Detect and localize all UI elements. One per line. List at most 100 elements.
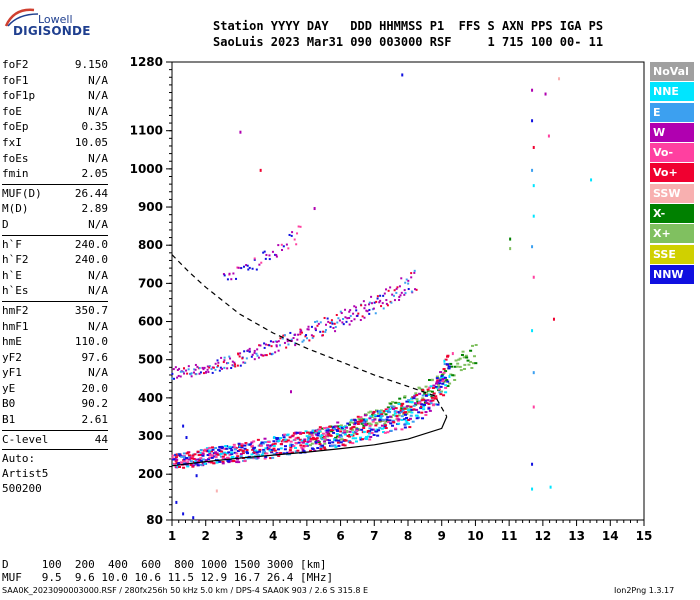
echo-mark <box>334 439 338 442</box>
echo-mark <box>269 340 272 343</box>
echo-mark <box>362 421 366 424</box>
echo-mark <box>410 408 414 411</box>
echo-mark <box>195 474 198 478</box>
echo-mark <box>312 438 316 441</box>
echo-mark <box>353 318 356 321</box>
echo-mark <box>369 435 373 438</box>
echo-mark <box>355 306 358 309</box>
digisonde-logo-swoosh-icon <box>4 8 39 27</box>
param-name: C-level <box>2 432 49 446</box>
echo-mark <box>380 415 384 418</box>
echo-mark <box>445 379 449 382</box>
echo-mark <box>211 366 214 369</box>
echo-mark <box>237 442 241 445</box>
echo-mark <box>290 338 293 341</box>
echo-mark <box>242 265 245 268</box>
echo-mark <box>352 425 356 428</box>
echo-mark <box>277 244 280 247</box>
echo-mark <box>391 401 395 404</box>
echo-mark <box>220 445 224 448</box>
echo-mark <box>290 451 294 454</box>
echo-mark <box>355 309 358 312</box>
echo-mark <box>289 446 293 449</box>
echo-mark <box>449 362 453 365</box>
echo-mark <box>349 427 353 430</box>
echo-mark <box>343 444 347 447</box>
echo-mark <box>445 363 449 366</box>
echo-mark <box>256 438 260 441</box>
echo-mark <box>412 404 416 407</box>
echo-mark <box>175 500 178 504</box>
echo-mark <box>316 324 319 327</box>
echo-mark <box>214 362 217 365</box>
echo-mark <box>375 422 379 425</box>
echo-mark <box>395 287 398 290</box>
echo-mark <box>316 447 320 450</box>
echo-mark <box>401 73 404 77</box>
echo-mark <box>222 452 226 455</box>
param-name: M(D) <box>2 202 29 216</box>
echo-mark <box>192 464 196 467</box>
echo-mark <box>403 396 407 399</box>
echo-mark <box>171 454 175 457</box>
echo-mark <box>210 456 214 459</box>
params-group-virtual-heights: h`F 240.0 h`F2 240.0 h`E N/A h`Es N/A <box>2 237 108 299</box>
echo-mark <box>324 330 327 333</box>
x-tick-label: 1 <box>168 529 176 543</box>
echo-mark <box>428 390 432 393</box>
echo-mark <box>268 344 271 347</box>
echo-mark <box>405 406 409 409</box>
echo-mark <box>263 342 266 345</box>
echo-mark <box>302 450 306 453</box>
echo-mark <box>430 396 434 399</box>
echo-mark <box>319 330 322 333</box>
echo-mark <box>318 443 322 446</box>
echo-mark <box>324 323 327 326</box>
echo-mark <box>344 316 347 319</box>
echo-mark <box>374 312 377 315</box>
echo-mark <box>386 304 389 307</box>
echo-mark <box>272 447 276 450</box>
echo-mark <box>329 321 332 324</box>
echo-mark <box>204 459 208 462</box>
echo-mark <box>379 416 383 419</box>
echo-mark <box>241 450 245 453</box>
echo-mark <box>253 349 256 352</box>
echo-mark <box>345 426 349 429</box>
echo-mark <box>316 439 320 442</box>
echo-mark <box>236 455 240 458</box>
echo-mark <box>238 448 242 451</box>
echo-mark <box>263 346 266 349</box>
y-tick-label: 80 <box>146 513 163 527</box>
y-tick-label: 900 <box>138 200 163 214</box>
echo-mark <box>218 450 222 453</box>
echo-mark <box>430 379 434 382</box>
echo-mark <box>252 451 256 454</box>
echo-mark <box>407 410 411 413</box>
echo-mark <box>339 426 343 429</box>
echo-mark <box>385 409 389 412</box>
echo-mark <box>458 365 462 368</box>
echo-mark <box>233 446 237 449</box>
echo-mark <box>224 445 228 448</box>
echo-mark <box>395 291 398 294</box>
echo-mark <box>360 304 363 307</box>
echo-mark <box>437 385 441 388</box>
echo-mark <box>397 403 401 406</box>
echo-mark <box>246 264 249 267</box>
echo-mark <box>317 322 320 325</box>
param-value: 97.6 <box>81 350 109 364</box>
echo-mark <box>417 411 421 414</box>
echo-mark <box>342 323 345 326</box>
echo-mark <box>386 431 390 434</box>
echo-mark <box>405 405 409 408</box>
echo-mark <box>362 430 366 433</box>
echo-mark <box>343 431 347 434</box>
echo-mark <box>547 134 550 138</box>
echo-mark <box>383 425 387 428</box>
sparse-echoes <box>175 73 593 520</box>
param-name: h`E <box>2 268 22 282</box>
echo-mark <box>326 438 330 441</box>
echo-mark <box>412 397 416 400</box>
param-name: B1 <box>2 413 16 427</box>
